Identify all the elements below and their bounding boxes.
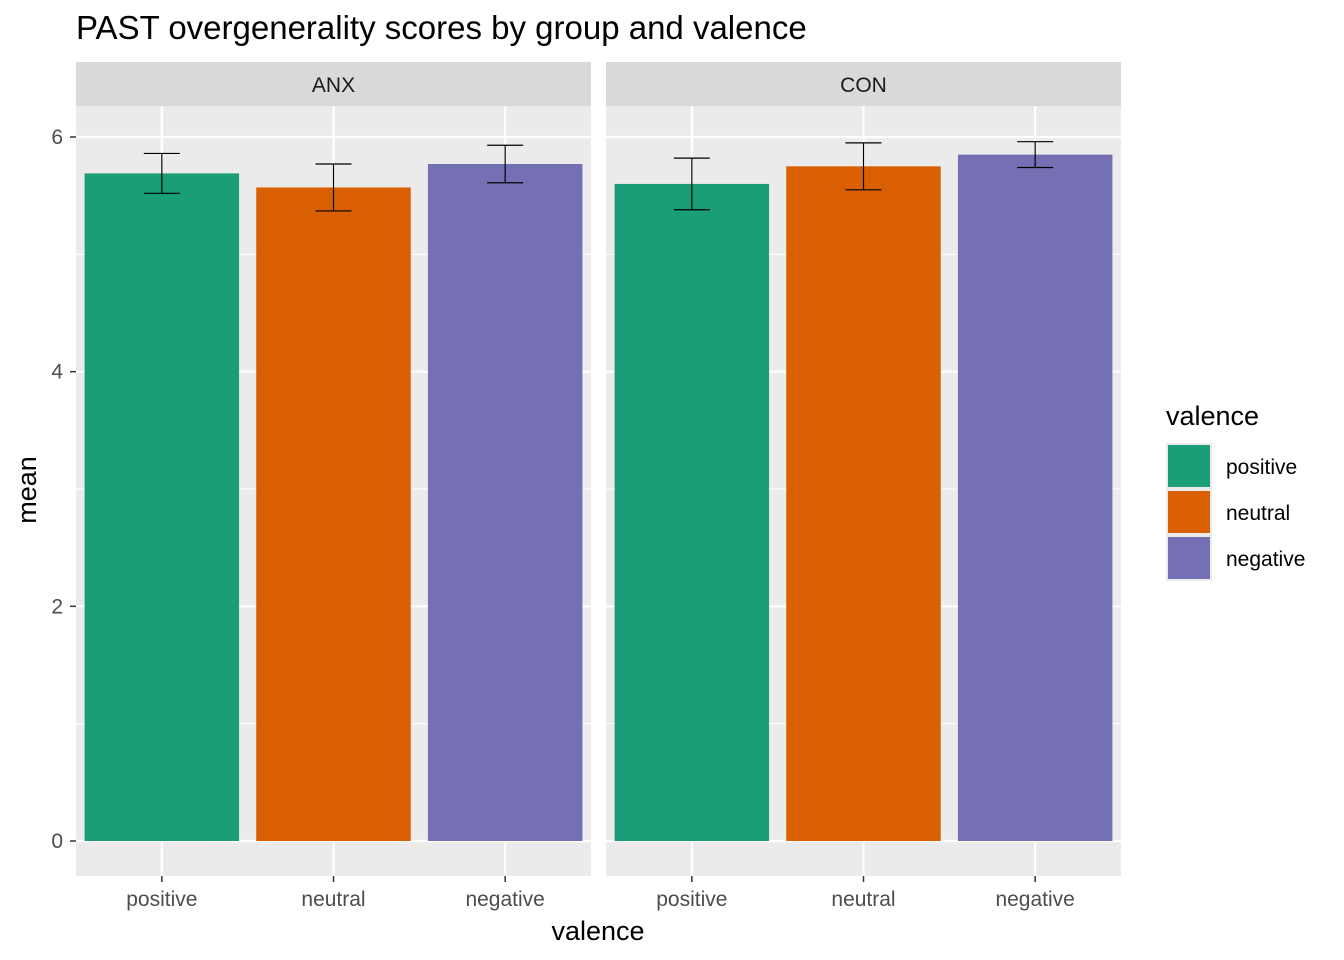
- bar-anx-positive: [84, 173, 240, 841]
- bar-anx-neutral: [256, 187, 411, 841]
- y-tick-label: 2: [51, 595, 63, 618]
- legend-key-positive: [1168, 445, 1210, 487]
- legend-key-negative: [1168, 537, 1210, 579]
- x-tick-label: negative: [465, 888, 544, 911]
- legend-label-positive: positive: [1226, 456, 1297, 479]
- legend-label-neutral: neutral: [1226, 502, 1290, 525]
- facet-strip: [606, 62, 1121, 106]
- x-axis-title: valence: [551, 916, 644, 946]
- error-bar-anx-positive: [143, 152, 180, 194]
- x-tick-label: neutral: [831, 888, 895, 911]
- panel-con: CON positive neutral negative: [606, 62, 1121, 911]
- facet-strip-label: ANX: [312, 74, 355, 97]
- error-bar-anx-neutral: [315, 163, 352, 212]
- error-bar-con-positive: [673, 157, 710, 211]
- y-axis-title: mean: [12, 456, 42, 524]
- y-axis: 0 2 4 6: [51, 126, 76, 853]
- facet-strip-label: CON: [840, 74, 887, 97]
- y-tick-label: 4: [51, 361, 63, 384]
- y-tick-label: 0: [51, 830, 63, 853]
- x-tick-label: positive: [656, 888, 727, 911]
- legend-title: valence: [1166, 401, 1259, 431]
- legend-label-negative: negative: [1226, 548, 1305, 571]
- error-bar-con-negative: [1017, 141, 1054, 169]
- error-bar-con-neutral: [845, 142, 882, 191]
- error-bar-anx-negative: [487, 144, 524, 184]
- bar-con-positive: [614, 183, 770, 841]
- x-tick-label: positive: [126, 888, 197, 911]
- bar-con-neutral: [786, 166, 941, 842]
- y-tick-label: 6: [51, 126, 63, 149]
- chart-title: PAST overgenerality scores by group and …: [76, 9, 807, 46]
- facet-strip: [76, 62, 591, 106]
- facet-panels: ANX positive neutral negative CON positive neu…: [76, 62, 1121, 911]
- x-tick-label: negative: [995, 888, 1074, 911]
- legend: valence positive neutral negative: [1166, 401, 1305, 581]
- x-tick-label: neutral: [301, 888, 365, 911]
- bar-anx-negative: [427, 163, 583, 841]
- bar-con-negative: [957, 154, 1113, 842]
- legend-key-neutral: [1168, 491, 1210, 533]
- panel-anx: ANX positive neutral negative: [76, 62, 591, 911]
